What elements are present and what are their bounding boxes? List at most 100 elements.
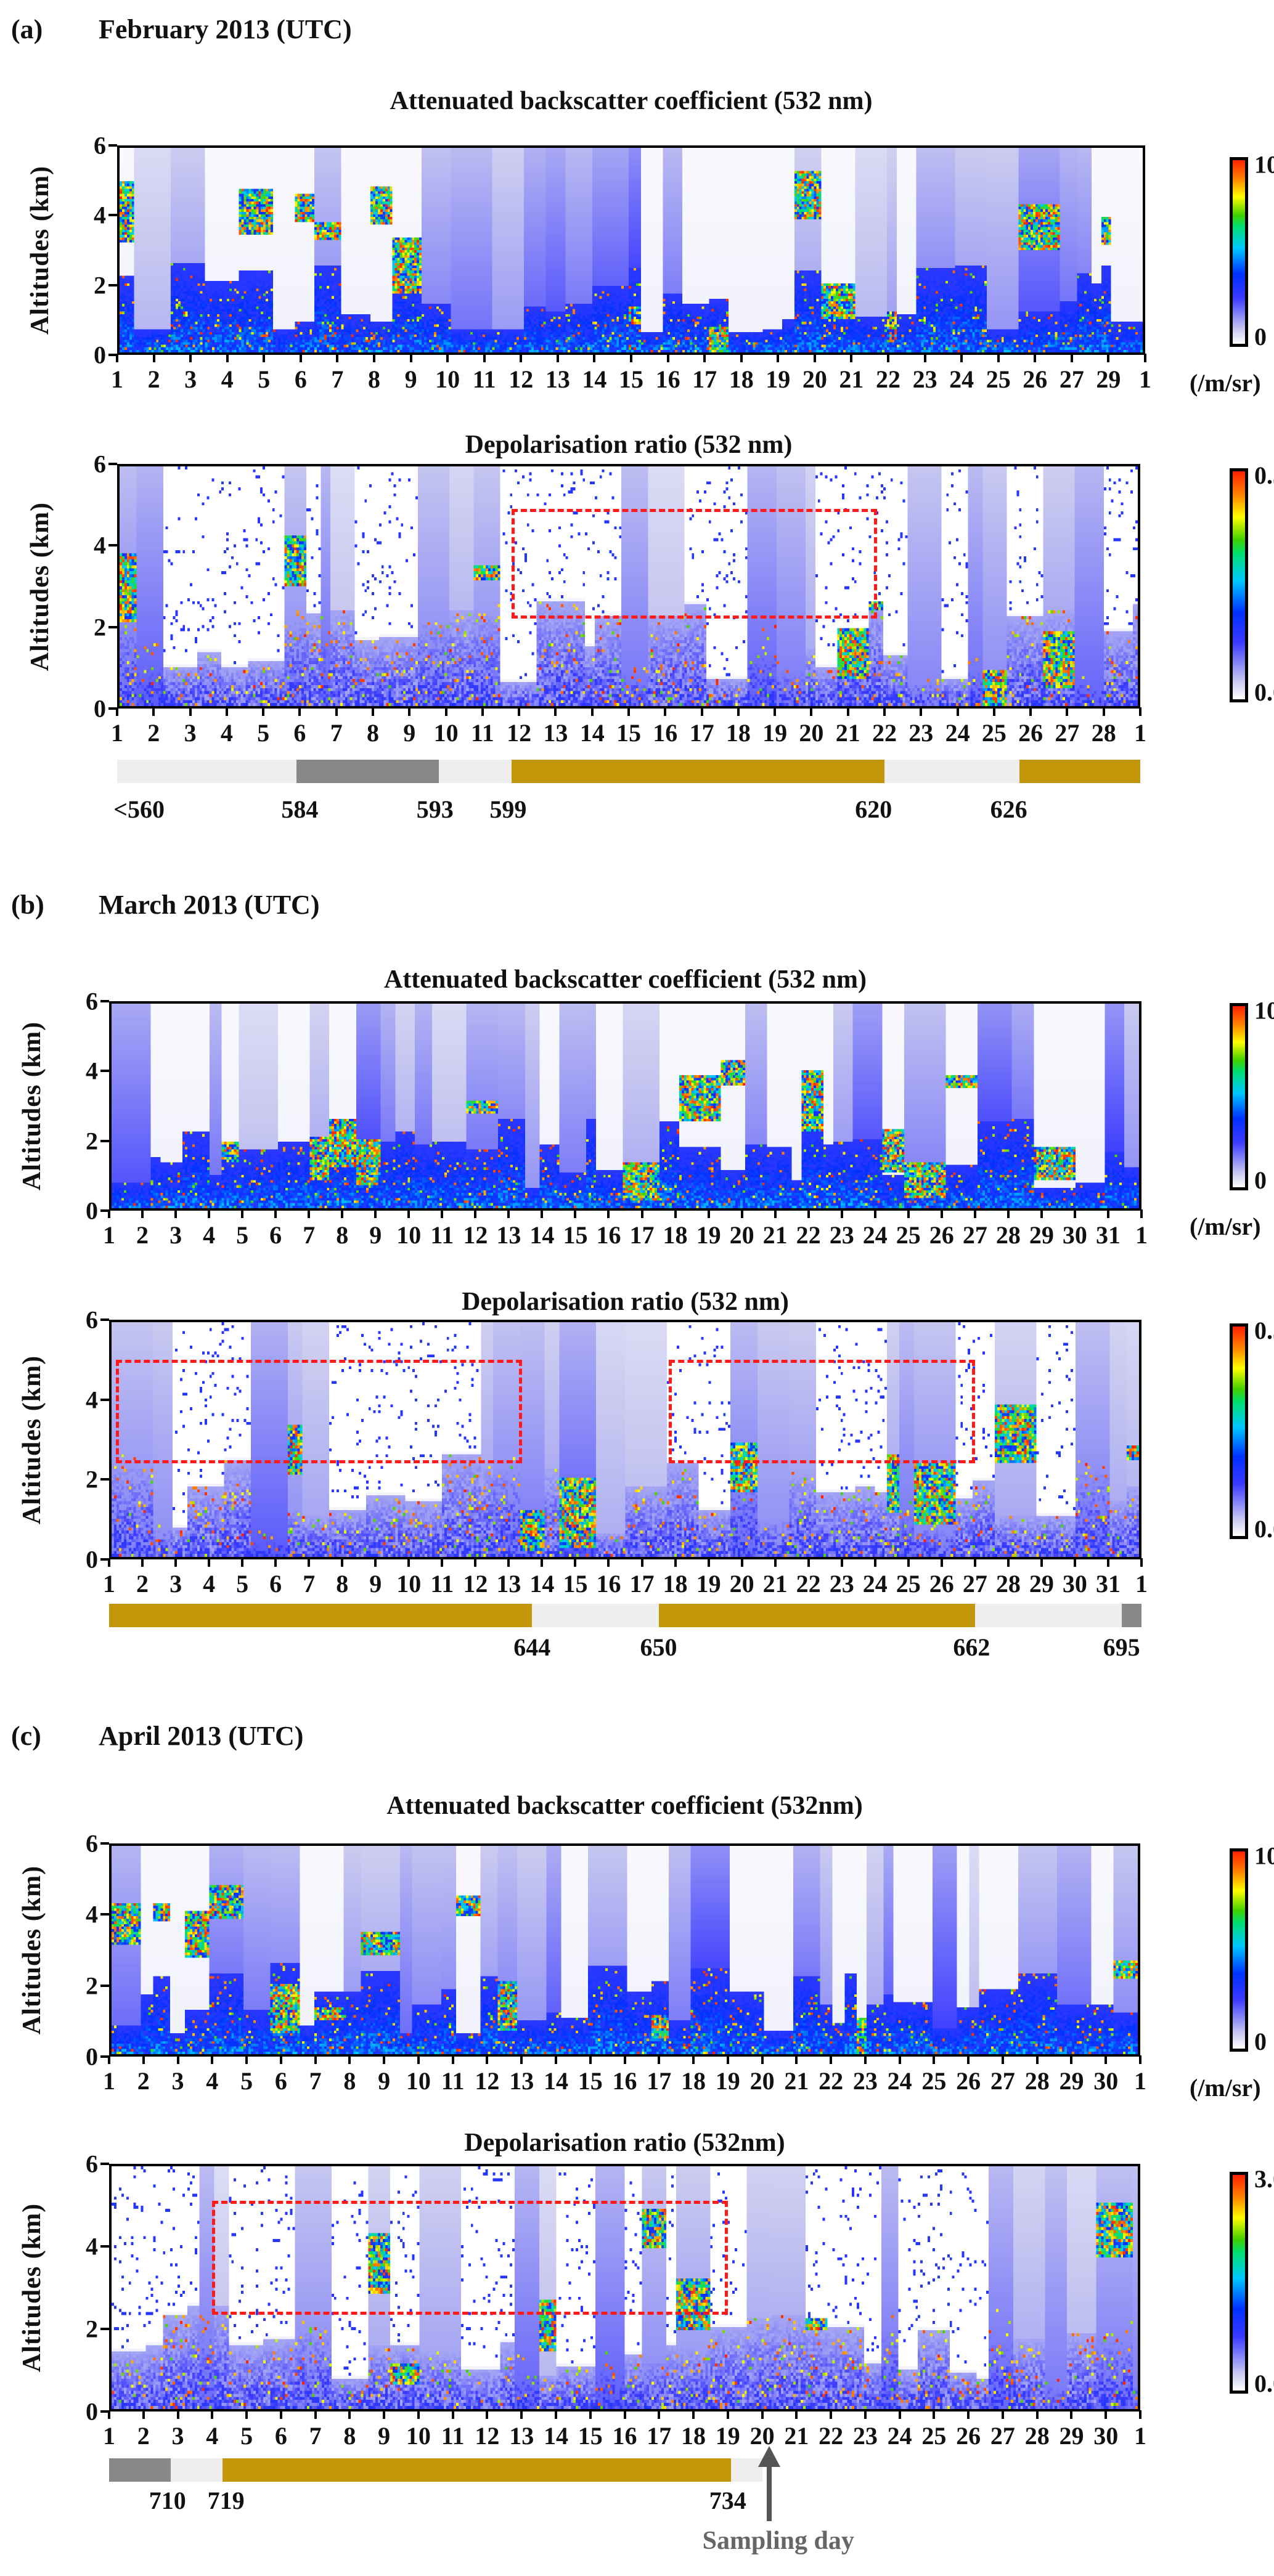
highlight-box <box>212 2201 728 2315</box>
x-tick-label: 13 <box>545 365 570 393</box>
arrow-shaft <box>766 2466 772 2521</box>
x-tick-label: 21 <box>784 2067 809 2095</box>
x-tick-mark <box>383 2055 386 2064</box>
x-tick-mark <box>898 2055 901 2064</box>
x-tick-label: 3 <box>169 1570 182 1598</box>
x-tick-mark <box>152 354 155 362</box>
x-tick-label: 23 <box>909 719 934 747</box>
x-tick-label: 4 <box>220 719 233 747</box>
x-tick-mark <box>176 2055 179 2064</box>
x-tick-mark <box>1139 2410 1141 2419</box>
x-tick-mark <box>1073 1209 1076 1218</box>
x-tick-label: 22 <box>819 2067 844 2095</box>
x-tick-label: 18 <box>663 1221 688 1249</box>
x-tick-label: 10 <box>406 2422 431 2450</box>
x-tick-label: 25 <box>981 719 1007 747</box>
x-tick-mark <box>507 1209 510 1218</box>
heatmap-plot <box>117 464 1140 709</box>
x-tick-mark <box>640 1558 643 1567</box>
x-tick-label: 13 <box>543 719 568 747</box>
x-tick-label: 30 <box>1093 2422 1119 2450</box>
x-tick-label: 23 <box>852 2422 878 2450</box>
x-tick-mark <box>658 2410 661 2419</box>
x-tick-label: 25 <box>896 1221 921 1249</box>
sampling-day-label: Sampling day <box>702 2527 854 2555</box>
x-tick-mark <box>417 2410 420 2419</box>
y-tick-label: 6 <box>94 450 106 478</box>
colorbar-max-label: 3.0 <box>1254 2164 1274 2193</box>
y-tick-label: 6 <box>86 987 98 1015</box>
x-tick-mark <box>1035 2055 1039 2064</box>
x-tick-mark <box>992 707 995 716</box>
highlight-box <box>512 508 878 619</box>
x-tick-mark <box>933 2055 936 2064</box>
x-tick-mark <box>692 2410 695 2419</box>
sample-period-segment <box>512 760 884 783</box>
y-tick-label: 0 <box>86 1545 98 1574</box>
x-tick-label: 23 <box>829 1221 854 1249</box>
x-tick-mark <box>593 354 596 362</box>
x-tick-label: 5 <box>236 1221 249 1249</box>
y-tick-label: 4 <box>86 2232 98 2261</box>
sample-period-segment <box>109 2458 171 2482</box>
x-tick-label: 19 <box>696 1221 721 1249</box>
x-tick-mark <box>1106 1558 1109 1567</box>
y-tick-mark <box>108 544 117 547</box>
sample-period-segment <box>438 760 512 783</box>
x-tick-mark <box>279 2055 282 2064</box>
x-tick-mark <box>898 2410 901 2419</box>
x-tick-label: 8 <box>343 2422 356 2450</box>
y-tick-mark <box>100 1070 109 1073</box>
x-tick-label: 27 <box>990 2422 1015 2450</box>
x-tick-mark <box>408 707 411 716</box>
heatmap-plot <box>117 145 1145 355</box>
x-tick-mark <box>1144 354 1146 362</box>
y-tick-mark <box>100 2328 109 2330</box>
x-tick-label: 26 <box>929 1570 954 1598</box>
x-tick-label: 4 <box>206 2067 219 2095</box>
y-tick-mark <box>100 1842 109 1845</box>
x-tick-label: 3 <box>171 2422 184 2450</box>
x-tick-label: 17 <box>689 719 714 747</box>
sample-id-label: 662 <box>953 1633 990 1661</box>
sample-period-segment <box>884 760 1020 783</box>
x-tick-mark <box>1105 2410 1108 2419</box>
x-tick-mark <box>692 2055 695 2064</box>
x-tick-mark <box>840 1209 843 1218</box>
x-tick-label: 20 <box>799 719 824 747</box>
x-tick-label: 18 <box>681 2422 706 2450</box>
x-tick-mark <box>973 1209 976 1218</box>
x-tick-mark <box>607 1209 610 1218</box>
x-tick-label: 25 <box>986 365 1011 393</box>
x-tick-mark <box>226 354 229 362</box>
x-tick-label: 25 <box>921 2422 947 2450</box>
x-tick-mark <box>960 354 963 362</box>
y-tick-label: 6 <box>94 131 106 160</box>
x-tick-mark <box>666 354 669 362</box>
x-tick-label: 6 <box>294 365 307 393</box>
y-axis-label: Altitudes (km) <box>26 165 54 335</box>
x-tick-label: 23 <box>852 2067 878 2095</box>
x-tick-mark <box>807 1209 810 1218</box>
x-tick-mark <box>627 707 630 716</box>
x-tick-mark <box>176 2410 179 2419</box>
x-tick-label: 1 <box>103 2422 115 2450</box>
x-tick-label: 11 <box>430 1221 454 1249</box>
plot-title: Attenuated backscatter coefficient (532 … <box>383 965 867 994</box>
x-tick-mark <box>907 1209 910 1218</box>
x-tick-label: 22 <box>872 719 897 747</box>
colorbar-min-label: 0 <box>1254 323 1267 351</box>
x-tick-mark <box>486 2055 489 2064</box>
x-tick-mark <box>152 707 155 716</box>
x-tick-label: 19 <box>762 719 788 747</box>
x-tick-mark <box>245 2055 248 2064</box>
heatmap-image <box>112 1846 1138 2054</box>
x-tick-mark <box>956 707 959 716</box>
x-tick-mark <box>940 1209 943 1218</box>
x-tick-mark <box>813 354 816 362</box>
x-tick-label: 5 <box>240 2067 253 2095</box>
y-tick-mark <box>100 1318 109 1321</box>
y-tick-label: 4 <box>94 531 106 559</box>
x-tick-label: 5 <box>257 719 270 747</box>
sample-period-segment <box>1121 1604 1141 1627</box>
